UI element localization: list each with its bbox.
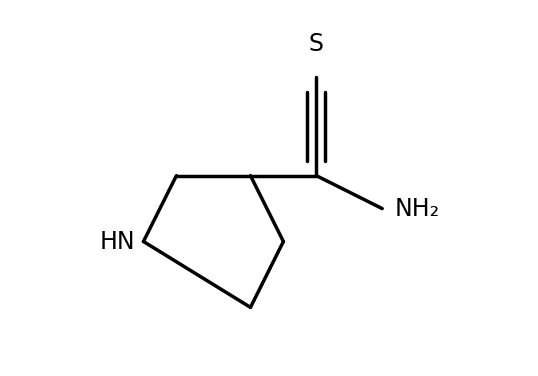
Text: NH₂: NH₂ bbox=[394, 197, 440, 221]
Text: S: S bbox=[309, 32, 324, 56]
Text: HN: HN bbox=[100, 229, 135, 253]
